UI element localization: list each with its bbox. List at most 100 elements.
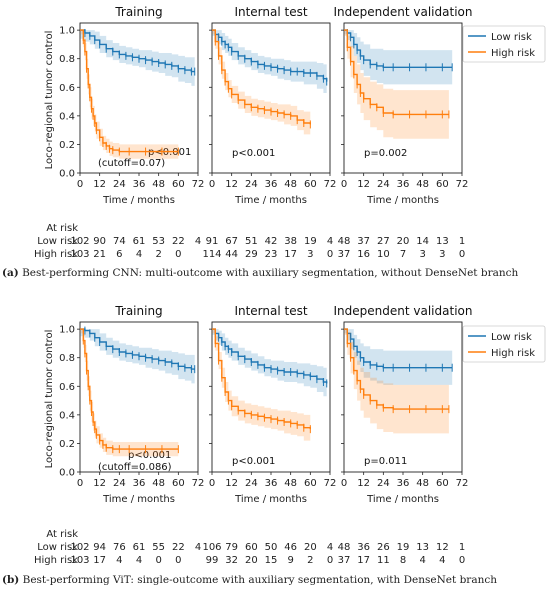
pvalue-a-2: p<0.001 (232, 148, 275, 159)
at-risk-count: 4 (116, 555, 122, 566)
ylabel-b: Loco-regional tumor control (44, 330, 55, 469)
at-risk-count: 0 (175, 249, 181, 260)
xlabel-b-3: Time / months (366, 494, 439, 505)
at-risk-count: 17 (284, 249, 297, 260)
x-tick-label: 72 (324, 179, 337, 190)
at-risk-low-label-a: Low risk (37, 236, 78, 247)
legend-low-label-b: Low risk (491, 332, 532, 343)
legend-frame-b (462, 325, 546, 363)
at-risk-count: 37 (357, 236, 370, 247)
cutoff-a-1: (cutoff=0.07) (98, 158, 165, 169)
y-tick-label: 0.0 (59, 468, 75, 479)
ci-band (80, 30, 179, 159)
ci-band (344, 30, 449, 139)
at-risk-count: 53 (152, 236, 165, 247)
x-tick-label: 24 (245, 179, 258, 190)
panel-a-3: 0 12 24 36 48 60 72 48 37 27 20 14 13 1 37 16 10 7 3 3 0 (338, 22, 469, 260)
x-tick-label: 60 (304, 179, 317, 190)
at-risk-title-b: At risk (46, 529, 78, 540)
x-tick-label: 60 (304, 478, 317, 489)
panel-title-b-2: Internal test (234, 304, 307, 318)
ci-band (212, 30, 327, 96)
xlabel-a-1: Time / months (102, 195, 175, 206)
survival-curve (80, 29, 195, 73)
x-tick-label: 60 (172, 179, 185, 190)
at-risk-count: 46 (284, 542, 297, 553)
panel-title-a-1: Training (114, 5, 162, 19)
at-risk-count: 0 (155, 555, 161, 566)
at-risk-count: 0 (459, 555, 465, 566)
x-tick-label: 72 (192, 179, 205, 190)
at-risk-count: 14 (416, 236, 429, 247)
x-tick-label: 48 (284, 179, 297, 190)
at-risk-count: 19 (304, 236, 317, 247)
at-risk-count: 20 (397, 236, 410, 247)
at-risk-count: 16 (357, 249, 370, 260)
panel-a-2: 0 12 24 36 48 60 72 91 67 51 42 38 19 4 114 44 29 23 17 3 0 (202, 22, 337, 260)
at-risk-count: 21 (93, 249, 106, 260)
at-risk-count: 76 (113, 542, 126, 553)
at-risk-count: 7 (400, 249, 406, 260)
at-risk-count: 20 (304, 542, 317, 553)
caption-a-label: (a) (2, 267, 19, 279)
legend-low-label-a: Low risk (491, 32, 532, 43)
x-tick-label: 60 (172, 478, 185, 489)
at-risk-title-a: At risk (46, 223, 78, 234)
at-risk-count: 38 (284, 236, 297, 247)
at-risk-high-label-b: High risk (34, 555, 78, 566)
y-tick-label: 0.0 (59, 169, 75, 180)
at-risk-count: 0 (459, 249, 465, 260)
at-risk-count: 37 (338, 555, 351, 566)
at-risk-count: 19 (397, 542, 410, 553)
y-tick-label: 0.4 (59, 410, 75, 421)
panel-b-3: 0 12 24 36 48 60 72 48 36 26 19 13 12 1 37 17 11 8 4 4 0 (338, 321, 469, 566)
xlabel-b-1: Time / months (102, 494, 175, 505)
x-tick-label: 72 (324, 478, 337, 489)
y-tick-label: 0.8 (59, 54, 75, 65)
at-risk-count: 74 (113, 236, 126, 247)
caption-b: (b) Best-performing ViT: single-outcome … (2, 574, 497, 586)
x-tick-label: 36 (265, 179, 278, 190)
panel-b-1: 0 12 24 36 48 60 72 0.0 0.2 0.4 0.6 0.8 1.0 102 94 76 61… (59, 321, 204, 566)
x-tick-label: 60 (436, 179, 449, 190)
caption-b-text: Best-performing ViT: single-outcome with… (19, 574, 497, 586)
at-risk-count: 4 (327, 236, 333, 247)
x-tick-label: 48 (416, 478, 429, 489)
at-risk-count: 67 (225, 236, 238, 247)
x-tick-label: 24 (377, 179, 390, 190)
at-risk-count: 102 (70, 542, 89, 553)
x-tick-label: 72 (456, 478, 469, 489)
x-tick-label: 48 (416, 179, 429, 190)
at-risk-count: 61 (133, 542, 146, 553)
at-risk-count: 11 (377, 555, 390, 566)
at-risk-count: 13 (436, 236, 449, 247)
at-risk-count: 91 (206, 236, 219, 247)
at-risk-count: 29 (245, 249, 258, 260)
legend-b: Low risk High risk (462, 325, 546, 363)
legend-high-label-a: High risk (491, 48, 535, 59)
pvalue-a-1: p<0.001 (148, 147, 191, 158)
at-risk-count: 48 (338, 236, 351, 247)
x-tick-label: 0 (209, 179, 215, 190)
at-risk-count: 51 (245, 236, 258, 247)
at-risk-count: 50 (265, 542, 278, 553)
at-risk-count: 17 (93, 555, 106, 566)
at-risk-count: 102 (70, 236, 89, 247)
at-risk-count: 3 (439, 249, 445, 260)
at-risk-high-label-a: High risk (34, 249, 78, 260)
at-risk-count: 106 (202, 542, 221, 553)
caption-a: (a) Best-performing CNN: multi-outcome w… (2, 267, 518, 279)
x-tick-label: 72 (456, 179, 469, 190)
at-risk-count: 0 (327, 555, 333, 566)
ci-band (344, 329, 453, 385)
panel-title-a-3: Independent validation (334, 5, 473, 19)
x-tick-label: 0 (77, 179, 83, 190)
at-risk-count: 3 (307, 249, 313, 260)
x-tick-label: 36 (397, 478, 410, 489)
x-tick-label: 24 (113, 179, 126, 190)
at-risk-count: 0 (175, 555, 181, 566)
at-risk-count: 23 (265, 249, 278, 260)
at-risk-count: 4 (195, 236, 201, 247)
at-risk-count: 8 (400, 555, 406, 566)
